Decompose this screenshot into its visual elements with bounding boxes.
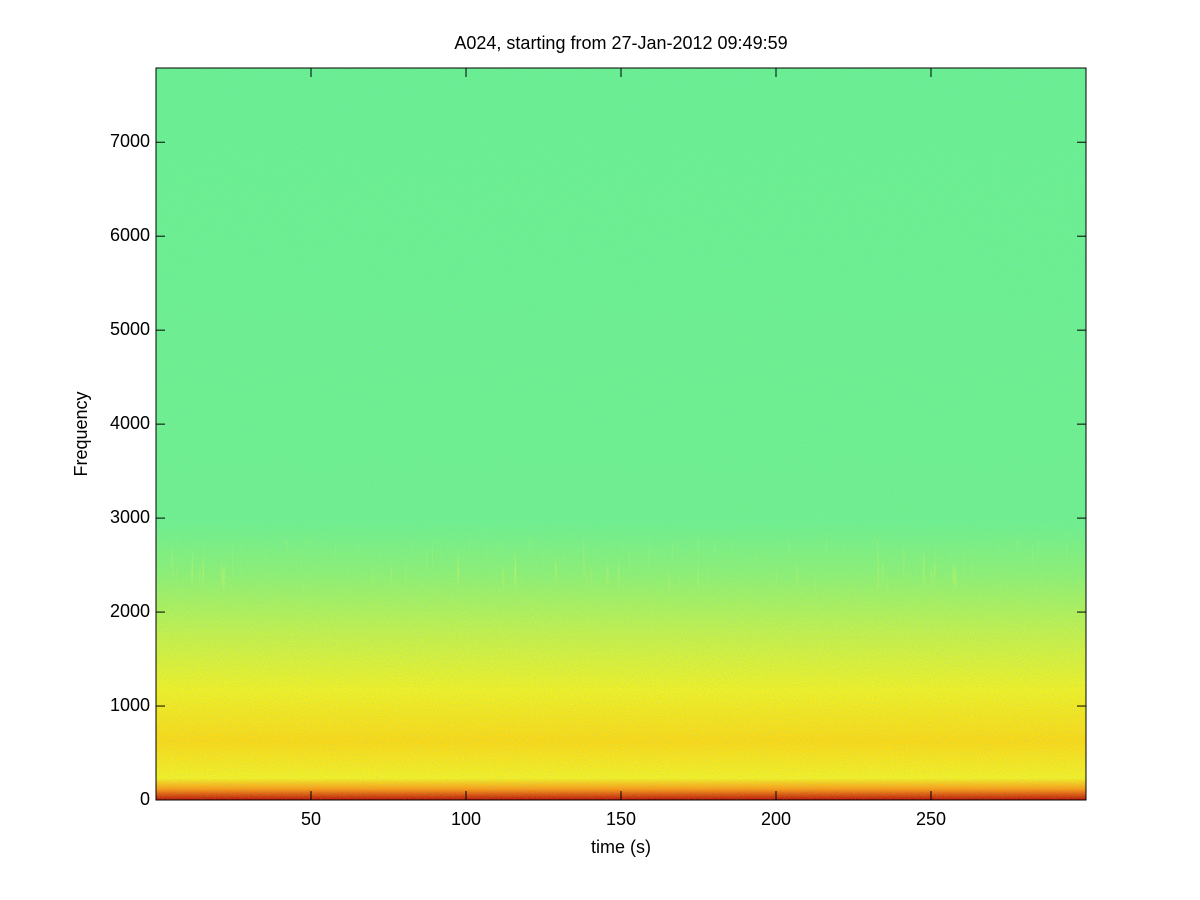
y-tick-label: 3000 — [110, 507, 150, 527]
y-tick-label: 6000 — [110, 225, 150, 245]
chart-title: A024, starting from 27-Jan-2012 09:49:59 — [454, 33, 787, 53]
spectrogram-image — [156, 68, 1086, 800]
x-tick-label: 100 — [451, 809, 481, 829]
y-tick-label: 4000 — [110, 413, 150, 433]
x-tick-label: 200 — [761, 809, 791, 829]
x-tick-label: 150 — [606, 809, 636, 829]
x-tick-label: 50 — [301, 809, 321, 829]
y-tick-label: 0 — [140, 789, 150, 809]
x-axis-label: time (s) — [591, 837, 651, 857]
y-tick-label: 1000 — [110, 695, 150, 715]
y-axis-label: Frequency — [71, 391, 91, 476]
y-tick-label: 5000 — [110, 319, 150, 339]
x-tick-label: 250 — [916, 809, 946, 829]
y-tick-label: 7000 — [110, 131, 150, 151]
y-tick-label: 2000 — [110, 601, 150, 621]
